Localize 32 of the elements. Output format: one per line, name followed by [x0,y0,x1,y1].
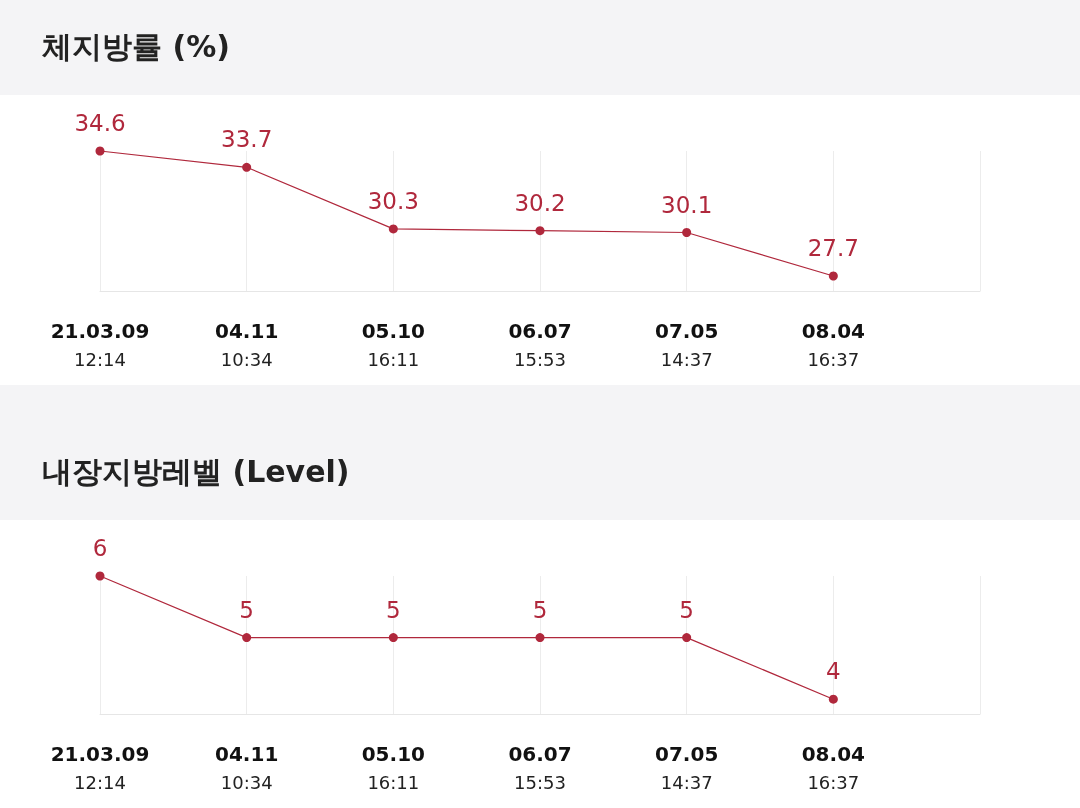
data-label: 5 [532,596,548,623]
x-tick-label: 07.05 14:37 [655,742,719,793]
data-label: 4 [826,658,841,685]
x-tick-label: 04.11 10:34 [215,319,279,370]
data-label: 6 [92,535,108,561]
data-label: 5 [386,596,401,623]
x-tick-label: 06.07 15:53 [508,742,572,793]
data-label: 5 [239,596,254,623]
point [95,146,105,156]
data-label: 5 [679,596,694,623]
x-tick-label: 21.03.09 12:14 [50,742,150,793]
point [682,228,692,238]
x-tick-label: 05.10 16:11 [361,319,425,370]
chart-title: 내장지방레벨 (Level) [0,385,1080,520]
x-tick-label: 05.10 16:11 [361,742,425,793]
x-tick-label: 06.07 15:53 [508,319,572,370]
chart-title: 체지방률 (%) [0,0,1080,95]
data-label: 30.3 [367,187,419,214]
data-label: 34.6 [74,110,126,136]
data-label: 30.1 [661,191,713,218]
point [535,226,545,236]
x-tick-label: 04.11 10:34 [215,742,279,793]
x-tick-label: 07.05 14:37 [655,319,719,370]
x-tick-label: 08.04 16:37 [801,319,865,370]
point [828,271,838,281]
data-label: 30.2 [514,189,566,216]
x-tick-label: 21.03.09 12:14 [50,319,150,370]
data-label: 27.7 [807,235,859,261]
x-tick-label: 08.04 16:37 [801,742,865,793]
point [242,162,252,172]
point [388,224,398,234]
data-label: 33.7 [221,126,273,153]
